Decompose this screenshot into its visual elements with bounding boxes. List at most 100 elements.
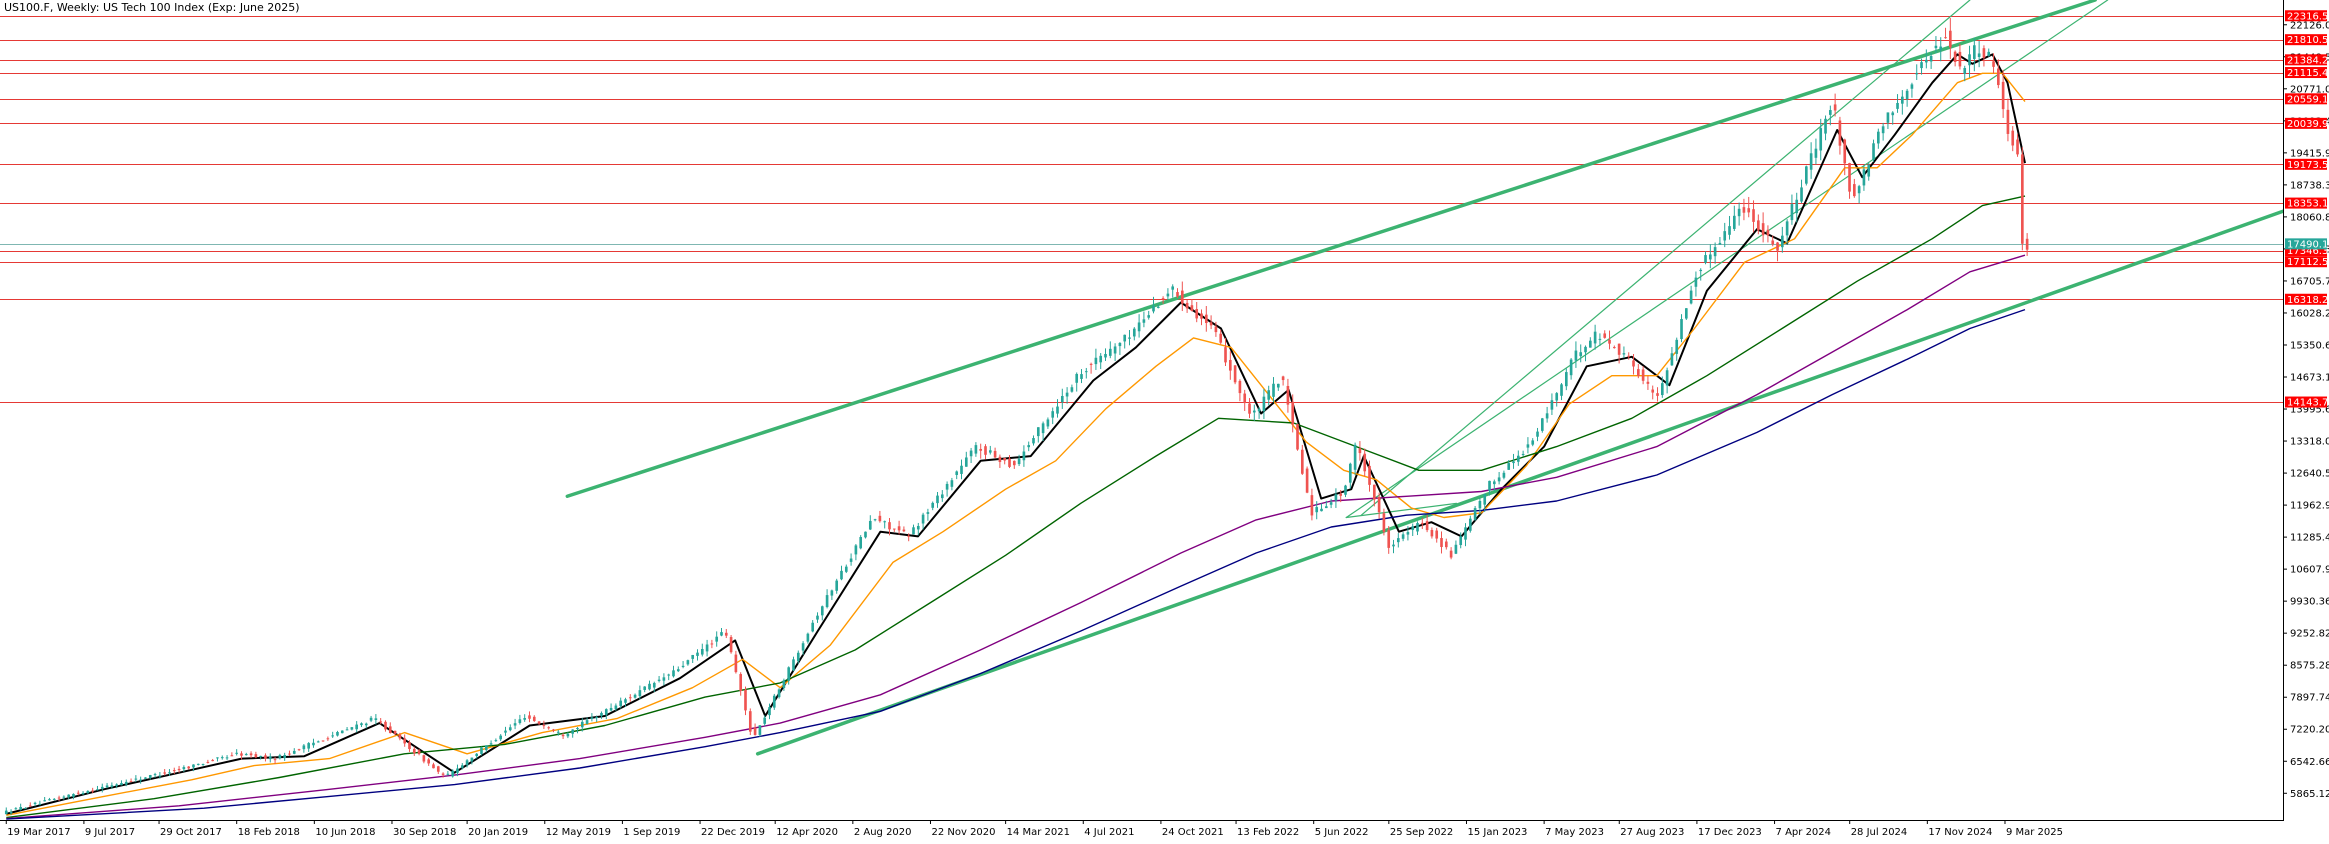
candle-body <box>163 772 166 774</box>
candle-body <box>1833 104 1837 111</box>
candle-body <box>288 753 291 755</box>
time-tick-label: 12 May 2019 <box>546 827 611 838</box>
candle-body <box>1008 458 1011 467</box>
candle-body <box>235 752 238 754</box>
candle-body <box>2011 130 2015 146</box>
candle-body <box>1569 359 1573 376</box>
candle-body <box>1329 502 1333 505</box>
candle-body <box>796 652 800 662</box>
candle-body <box>216 757 219 759</box>
level-tag-label: 20559.16 <box>2287 94 2329 105</box>
candle-body <box>307 743 310 749</box>
candle-body <box>1353 444 1357 470</box>
candle-body <box>1555 393 1559 401</box>
current-price-tag-box <box>2285 238 2327 250</box>
candle-body <box>820 606 824 616</box>
candle-body <box>436 766 440 772</box>
candle-body <box>835 580 839 591</box>
candle-body <box>336 732 339 736</box>
candle-body <box>1430 529 1434 537</box>
candle-body <box>1560 384 1563 396</box>
candle-body <box>825 595 829 608</box>
candle-body <box>1128 337 1131 339</box>
candle-body <box>1872 143 1875 160</box>
candle-body <box>1905 90 1909 100</box>
candle-body <box>556 731 560 733</box>
candle-body <box>1137 322 1141 332</box>
candle-body <box>816 615 819 620</box>
candle-body <box>1219 333 1223 343</box>
candle-body <box>340 730 344 734</box>
candle-body <box>1901 96 1904 104</box>
moving-average-line <box>6 53 2026 815</box>
candle-body <box>172 770 176 772</box>
candle-body <box>187 766 190 769</box>
candle-body <box>1675 339 1679 354</box>
price-tick-label: 11962.98 <box>2290 501 2329 512</box>
candle-body <box>1574 350 1578 361</box>
candle-body <box>753 727 757 735</box>
candle-body <box>912 527 915 535</box>
candle-body <box>1973 45 1976 59</box>
candle-body <box>489 743 493 745</box>
candle-body <box>1800 187 1803 202</box>
level-tag-label: 14143.74 <box>2287 398 2329 409</box>
price-tick-label: 7220.20 <box>2290 725 2329 736</box>
level-tag-box <box>2285 293 2327 305</box>
candle-body <box>998 456 1002 462</box>
candle-body <box>739 674 743 691</box>
candle-body <box>264 755 267 759</box>
candle-body <box>1204 314 1208 323</box>
candle-body <box>1392 544 1395 547</box>
level-tag-label: 19173.58 <box>2287 160 2329 171</box>
candle-body <box>1406 532 1410 535</box>
candle-body <box>1060 396 1064 403</box>
candle-body <box>859 537 863 549</box>
candle-body <box>393 730 397 734</box>
candle-body <box>1857 186 1861 194</box>
candle-body <box>115 784 118 786</box>
candle-body <box>91 790 94 792</box>
candle-body <box>1387 530 1391 548</box>
candle-body <box>1781 235 1784 248</box>
candle-body <box>201 764 205 766</box>
candle-body <box>1440 538 1443 547</box>
candle-body <box>1541 418 1544 431</box>
candle-body <box>1685 308 1688 319</box>
candle-body <box>1147 315 1151 318</box>
candle-body <box>1997 68 2000 86</box>
current-price-tag-label: 17490.18 <box>2287 239 2329 250</box>
candle-body <box>676 669 680 672</box>
moving-average-line <box>6 308 2026 820</box>
candle-body <box>192 764 195 768</box>
candle-body <box>1579 352 1583 357</box>
candle-body <box>1661 383 1664 396</box>
candle-body <box>1056 406 1059 414</box>
candle-body <box>355 724 358 730</box>
candle-body <box>1051 411 1055 418</box>
candle-body <box>1713 247 1717 257</box>
candle-body <box>921 514 925 524</box>
candle-body <box>667 674 671 676</box>
candle-body <box>1272 383 1275 397</box>
candle-body <box>9 811 13 814</box>
candle-body <box>1022 451 1026 461</box>
candle-body <box>1742 207 1746 213</box>
candle-body <box>576 727 579 729</box>
time-tick-label: 20 Jan 2019 <box>468 827 528 838</box>
price-tick-label: 5865.12 <box>2290 789 2329 800</box>
moving-averages <box>6 53 2026 820</box>
candle-body <box>710 643 714 645</box>
candle-body <box>1483 494 1487 505</box>
time-tick-label: 12 Apr 2020 <box>776 827 838 838</box>
candle-body <box>792 659 795 671</box>
time-tick-label: 17 Dec 2023 <box>1698 827 1762 838</box>
candle-body <box>849 558 853 562</box>
candle-body <box>1824 118 1827 134</box>
candle-body <box>1262 396 1266 412</box>
candle-body <box>1958 51 1962 67</box>
candle-body <box>691 654 695 659</box>
candle-body <box>1214 326 1218 333</box>
